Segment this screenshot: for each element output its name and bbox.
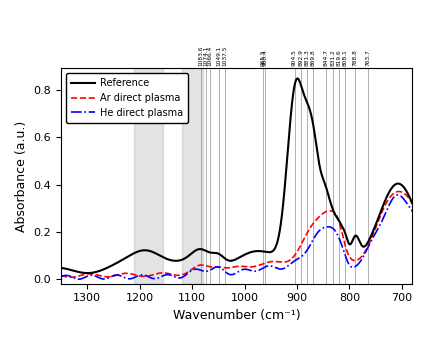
Ar direct plasma [410,202,415,206]
Text: 881.3: 881.3 [304,50,309,66]
Ar direct plasma [193,265,199,269]
Bar [181,68,202,284]
He direct plasma [403,200,408,204]
Reference [85,271,90,275]
Text: 1049.1: 1049.1 [216,46,221,66]
He direct plasma [365,246,370,250]
Text: 763.7: 763.7 [366,50,371,66]
Line: He direct plasma: He direct plasma [61,195,412,279]
Text: 819.6: 819.6 [337,50,342,66]
Bar [134,68,163,284]
Text: 1066.4: 1066.4 [207,46,212,66]
Text: 831.2: 831.2 [330,50,336,66]
He direct plasma [98,277,104,281]
Reference [295,76,300,81]
Ar direct plasma [98,274,104,278]
Text: 844.7: 844.7 [324,50,328,66]
Reference [193,248,199,252]
Text: 965.5: 965.5 [260,50,265,66]
Reference [59,266,64,270]
He direct plasma [76,277,81,281]
Text: 808.1: 808.1 [343,50,348,66]
Ar direct plasma [68,275,74,279]
Ar direct plasma [59,273,64,277]
X-axis label: Wavenumber (cm⁻¹): Wavenumber (cm⁻¹) [173,309,300,322]
Legend: Reference, Ar direct plasma, He direct plasma: Reference, Ar direct plasma, He direct p… [66,73,188,123]
Y-axis label: Absorbance (a.u.): Absorbance (a.u.) [15,120,28,232]
Text: 1083.6: 1083.6 [198,46,203,66]
Reference [403,188,408,192]
He direct plasma [59,275,64,279]
Text: 892.9: 892.9 [298,50,303,66]
Ar direct plasma [208,265,214,269]
Text: 788.8: 788.8 [353,50,358,66]
Text: 1074.1: 1074.1 [203,46,208,66]
Text: 960.4: 960.4 [263,50,268,66]
He direct plasma [119,274,125,278]
Ar direct plasma [119,272,125,276]
Ar direct plasma [403,193,408,197]
Line: Reference: Reference [61,79,412,273]
Reference [119,258,125,262]
He direct plasma [395,193,400,197]
Text: 904.5: 904.5 [292,50,297,66]
Reference [365,240,370,244]
He direct plasma [208,268,214,272]
Text: 869.8: 869.8 [310,50,315,66]
Text: 1037.5: 1037.5 [223,46,227,66]
He direct plasma [193,267,199,271]
Reference [98,268,104,272]
He direct plasma [410,209,415,213]
Ar direct plasma [365,245,370,249]
Line: Ar direct plasma: Ar direct plasma [61,191,412,277]
Reference [208,251,214,255]
Reference [410,202,415,206]
Ar direct plasma [396,189,401,193]
